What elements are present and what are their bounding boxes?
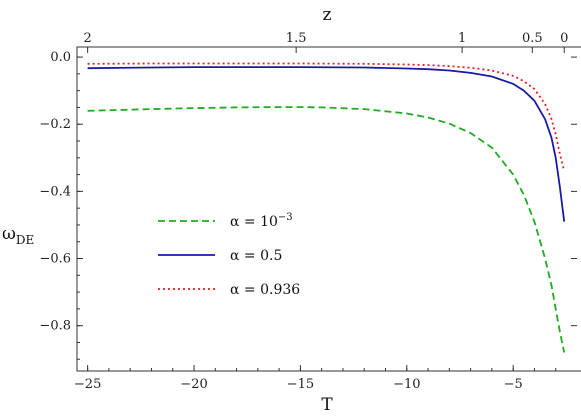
x-axis-title: T xyxy=(321,395,333,415)
top-tick-label: 2 xyxy=(83,31,91,46)
x-tick-label: −15 xyxy=(287,377,314,392)
y-tick-label: −0.8 xyxy=(39,319,71,334)
y-axis-ticks: 0.0 −0.2 −0.4 −0.6 −0.8 xyxy=(39,50,577,360)
top-tick-label: 0.5 xyxy=(522,31,543,46)
x-tick-label: −25 xyxy=(74,377,101,392)
top-tick-label: 0 xyxy=(560,31,568,46)
y-tick-label: −0.2 xyxy=(39,117,71,132)
svg-text:ωDE: ωDE xyxy=(2,224,34,247)
series-line-2 xyxy=(87,66,566,222)
x-tick-label: −10 xyxy=(393,377,420,392)
x-axis-ticks: −25 −20 −15 −10 −5 xyxy=(74,365,557,392)
y-axis-title-main: ω xyxy=(2,224,16,244)
series-layer xyxy=(87,62,566,353)
top-tick-label: 1 xyxy=(458,31,466,46)
series-line-3 xyxy=(87,62,566,172)
top-axis-title: z xyxy=(323,5,332,25)
y-axis-title-sub: DE xyxy=(16,233,34,247)
top-tick-label: 1.5 xyxy=(286,31,307,46)
legend: α = 10−3 α = 0.5 α = 0.936 xyxy=(158,212,300,298)
legend-label: α = 0.5 xyxy=(230,248,282,264)
legend-label: α = 0.936 xyxy=(230,282,300,298)
y-axis-title: ωDE xyxy=(2,224,34,247)
legend-label: α = 10−3 xyxy=(230,212,293,230)
legend-label-superscript: −3 xyxy=(278,212,293,223)
x-tick-label: −20 xyxy=(180,377,207,392)
plot-frame xyxy=(76,46,581,372)
series-line-1 xyxy=(87,106,566,353)
top-axis-ticks: 2 1.5 1 0.5 0 xyxy=(83,31,568,53)
y-tick-label: 0.0 xyxy=(50,50,71,65)
y-tick-label: −0.6 xyxy=(39,252,71,267)
y-tick-label: −0.4 xyxy=(39,184,71,199)
x-tick-label: −5 xyxy=(504,377,523,392)
